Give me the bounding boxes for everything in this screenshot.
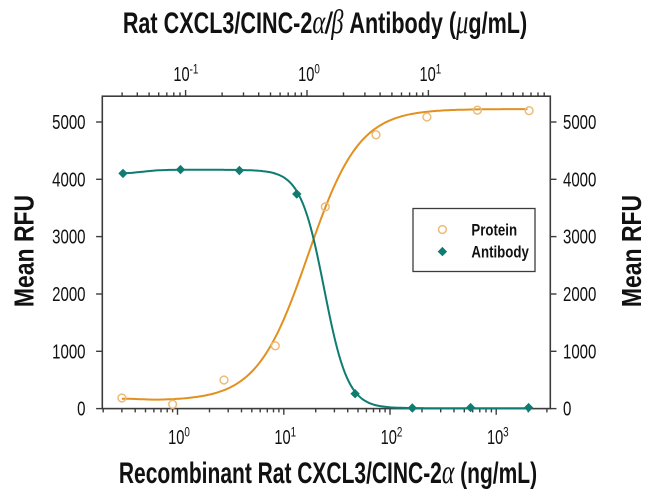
svg-text:1000: 1000: [563, 340, 596, 363]
svg-text:2000: 2000: [52, 283, 85, 306]
svg-text:3000: 3000: [52, 225, 85, 248]
svg-text:Antibody: Antibody: [471, 243, 529, 262]
svg-text:4000: 4000: [52, 168, 85, 191]
svg-text:0: 0: [77, 397, 85, 420]
svg-text:4000: 4000: [563, 168, 596, 191]
svg-text:1000: 1000: [52, 340, 85, 363]
svg-text:0: 0: [563, 397, 571, 420]
svg-text:5000: 5000: [563, 111, 596, 134]
svg-text:Rat CXCL3/CINC-2α/β Antibody (: Rat CXCL3/CINC-2α/β Antibody (μg/mL): [123, 5, 527, 42]
svg-text:Protein: Protein: [471, 221, 517, 240]
svg-text:Mean RFU: Mean RFU: [9, 195, 40, 307]
svg-text:Mean RFU: Mean RFU: [617, 195, 648, 307]
svg-text:Recombinant Rat CXCL3/CINC-2α: Recombinant Rat CXCL3/CINC-2α (ng/mL): [119, 454, 537, 491]
svg-text:5000: 5000: [52, 111, 85, 134]
svg-text:3000: 3000: [563, 225, 596, 248]
svg-text:2000: 2000: [563, 283, 596, 306]
